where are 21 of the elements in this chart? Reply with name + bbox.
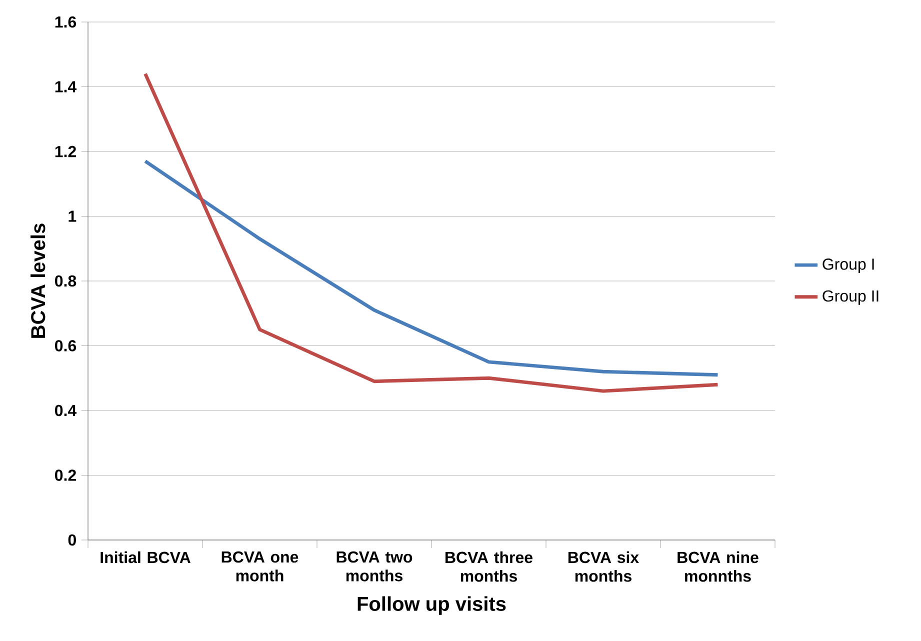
- line-series: [144, 159, 720, 377]
- line-series: [144, 72, 720, 393]
- x-tick-label: BCVA two months: [336, 551, 412, 582]
- x-tick-label: Initial BCVA: [100, 551, 190, 564]
- y-tick-label: 0.2: [55, 470, 76, 481]
- y-tick-label: 1: [68, 210, 76, 222]
- y-tick-label: 1.2: [55, 146, 76, 158]
- y-tick-label: 1.6: [55, 16, 76, 28]
- legend-label: Group I: [822, 258, 874, 273]
- y-tick-label: 0.4: [55, 404, 77, 416]
- x-tick-label: BCVA six months: [568, 551, 639, 582]
- y-axis-title: BCVA levels: [30, 224, 46, 338]
- y-tick-label: 0.8: [55, 275, 76, 287]
- legend-label: Group II: [822, 290, 878, 305]
- y-tick-label: 0.6: [55, 340, 76, 352]
- x-axis-title: Follow up visits: [358, 596, 506, 615]
- y-tick-label: 0: [68, 534, 76, 546]
- x-tick-label: BCVA one month: [222, 551, 298, 582]
- x-tick-label: BCVA three months: [446, 551, 532, 582]
- x-tick-label: BCVA nine monnths: [678, 551, 758, 582]
- y-tick-label: 1.4: [55, 81, 77, 92]
